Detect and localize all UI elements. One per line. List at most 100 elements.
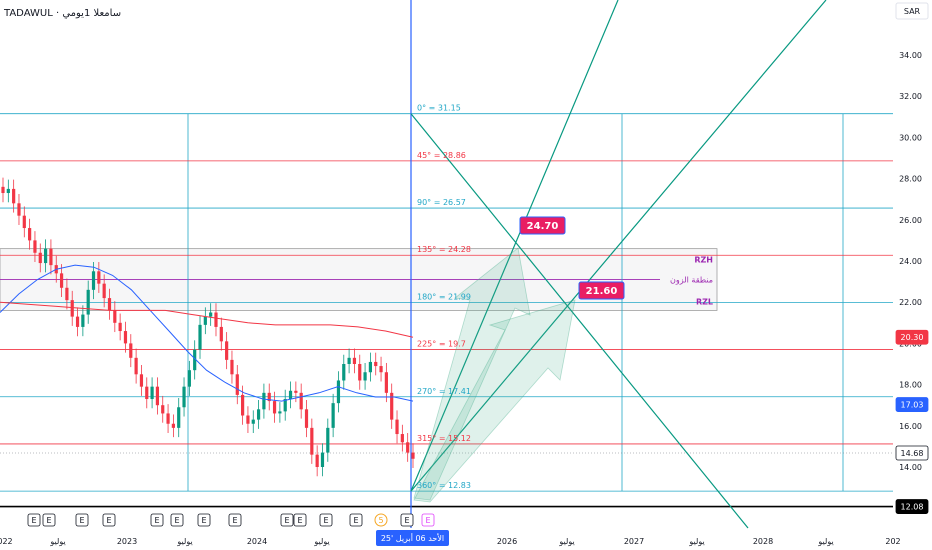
event-marker-label: E xyxy=(154,516,159,525)
candle-body xyxy=(17,203,21,216)
candle-body xyxy=(246,415,250,424)
gann-level-label: 135° = 24.28 xyxy=(417,245,471,254)
x-axis-tick-label: 2026 xyxy=(497,537,517,546)
candle-body xyxy=(230,359,234,375)
event-marker xyxy=(374,513,388,527)
event-marker-label: E xyxy=(201,516,206,525)
candle-body xyxy=(288,390,293,400)
arrow-shape-lower xyxy=(413,299,576,503)
candle-body xyxy=(331,403,335,428)
event-marker-label: 5 xyxy=(378,516,383,525)
price-badge-label: 17.03 xyxy=(901,401,924,410)
event-marker xyxy=(27,513,41,527)
y-axis-tick-label: 24.00 xyxy=(899,257,922,266)
event-marker-label: E xyxy=(425,516,430,525)
gann-level-label: 0° = 31.15 xyxy=(417,104,461,113)
y-axis-tick-label: 16.00 xyxy=(899,422,922,431)
price-badge xyxy=(895,499,929,514)
fan-line-steep xyxy=(410,0,619,492)
candle-body xyxy=(193,349,197,371)
candle-body xyxy=(395,419,399,435)
event-marker-label: E xyxy=(323,516,328,525)
y-axis-tick-label: 28.00 xyxy=(899,175,922,184)
event-marker-label: E xyxy=(404,516,409,525)
zone-bottom-label: RZL xyxy=(696,297,713,306)
price-badge xyxy=(895,329,929,345)
candle-body xyxy=(235,374,239,395)
x-axis-tick-label: يوليو xyxy=(313,537,329,546)
price-badge-label: 20.30 xyxy=(901,333,924,342)
event-marker xyxy=(319,513,333,527)
gann-level-label: 45° = 28.86 xyxy=(417,151,466,160)
event-marker xyxy=(293,513,307,527)
fan-line-shallow xyxy=(410,0,827,492)
candle-body xyxy=(49,248,53,266)
x-axis-tick-label: 2023 xyxy=(117,537,137,546)
x-axis-tick-label: يوليو xyxy=(817,537,833,546)
x-axis-tick-label: 2028 xyxy=(753,537,773,546)
candle-body xyxy=(97,271,101,284)
price-badge-label: 14.68 xyxy=(901,449,924,458)
price-badge-label: 12.08 xyxy=(901,503,924,512)
candle-body xyxy=(320,452,325,467)
event-marker xyxy=(349,513,363,527)
candle-body xyxy=(294,390,298,393)
candle-body xyxy=(145,386,149,400)
candle-body xyxy=(12,188,16,204)
event-marker xyxy=(197,513,211,527)
candle-body xyxy=(368,361,373,373)
gann-level-label: 270° = 17.41 xyxy=(417,387,471,396)
candle-body xyxy=(374,361,378,367)
candle-body xyxy=(411,452,415,459)
candle-body xyxy=(256,409,261,420)
candle-body xyxy=(134,357,138,375)
candle-body xyxy=(214,312,218,327)
candle-body xyxy=(241,394,245,416)
event-marker xyxy=(170,513,184,527)
event-marker xyxy=(75,513,89,527)
zone-middle-label: منطقة الزون xyxy=(670,276,713,285)
candle-body xyxy=(91,271,96,290)
candle-body xyxy=(129,343,133,358)
price-badge xyxy=(895,445,929,461)
candle-body xyxy=(38,252,42,264)
candle-body xyxy=(59,273,64,288)
x-axis-tick-label: 022 xyxy=(0,537,13,546)
y-axis-tick-label: 32.00 xyxy=(899,92,922,101)
event-marker-label: E xyxy=(106,516,111,525)
candle-body xyxy=(379,366,383,373)
candle-body xyxy=(166,413,170,424)
candle-body xyxy=(390,392,394,420)
candle-body xyxy=(209,312,213,317)
target-badge xyxy=(519,216,566,235)
target-badge-label: 24.70 xyxy=(527,221,559,232)
candle-body xyxy=(198,324,202,350)
x-axis-tick-label: يوليو xyxy=(688,537,704,546)
candle-body xyxy=(177,407,181,428)
candle-body xyxy=(118,322,122,332)
candle-body xyxy=(262,392,266,410)
candle-body xyxy=(65,287,69,301)
candle-body xyxy=(203,316,207,325)
candle-body xyxy=(336,380,341,404)
candle-body xyxy=(107,298,112,311)
candle-body xyxy=(1,186,5,194)
candle-body xyxy=(43,248,48,264)
target-badge xyxy=(578,281,625,300)
currency-label: SAR xyxy=(904,7,921,16)
x-axis-tick-label: 2027 xyxy=(624,537,644,546)
candle-body xyxy=(272,401,277,414)
arrow-shape-upper xyxy=(413,247,531,501)
event-marker-label: E xyxy=(46,516,51,525)
candle-body xyxy=(150,386,154,400)
candle-body xyxy=(406,442,410,453)
candle-body xyxy=(363,372,367,381)
y-axis-tick-label: 18.00 xyxy=(899,381,922,390)
candle-body xyxy=(102,283,106,299)
x-axis-tick-label: 2024 xyxy=(247,537,267,546)
gann-level-label: 90° = 26.57 xyxy=(417,198,466,207)
x-axis-tick-label: يوليو xyxy=(176,537,192,546)
gann-level-label: 315° = 15.12 xyxy=(417,434,471,443)
candle-body xyxy=(123,331,128,344)
